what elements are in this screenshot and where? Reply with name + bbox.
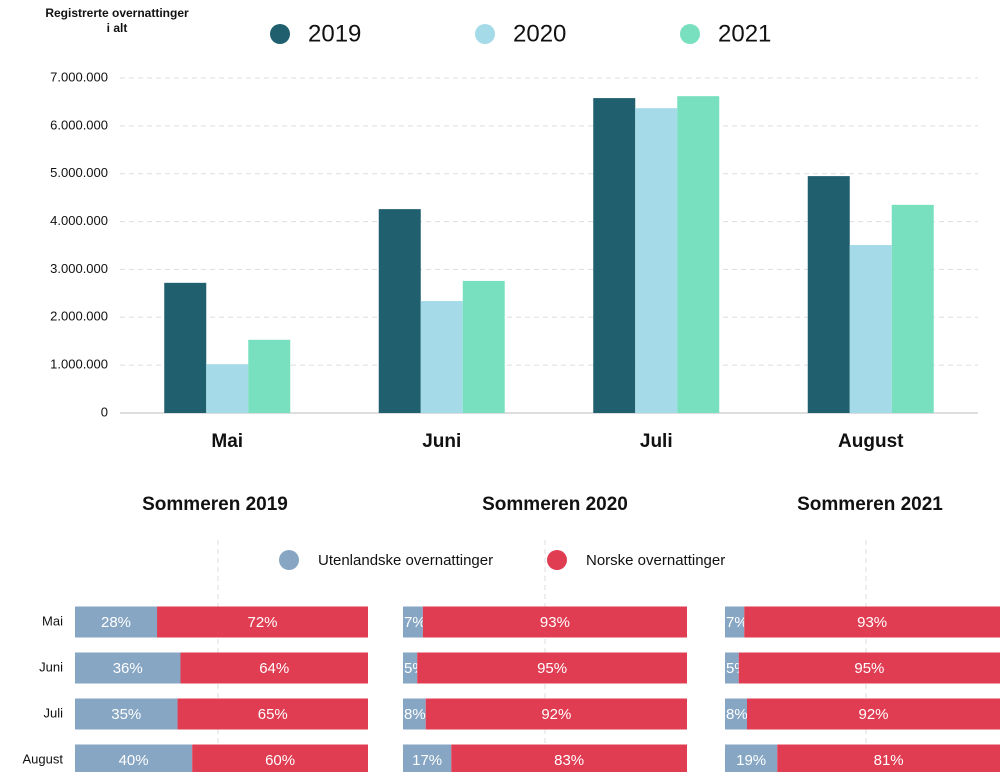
x-tick-label: Juli [640,431,673,452]
bar-segment [403,652,418,684]
chart-title: Sommeren 2019 [142,494,288,515]
bar-segment [192,744,368,772]
legend-label: 2019 [308,20,361,47]
value-label: 81% [874,752,904,769]
bar-segment [451,744,687,772]
bar-segment [403,606,423,638]
legend-marker [270,24,290,44]
legend-label: Norske overnattinger [586,552,725,569]
legend-marker [279,550,299,570]
value-label: 83% [554,752,584,769]
bar-segment [725,606,745,638]
bar-segment [403,698,426,730]
bar [849,245,892,413]
x-tick-label: August [838,431,904,452]
x-tick-label: Mai [211,431,243,452]
value-label: 17% [412,752,442,769]
bar [462,280,505,413]
legend-marker [680,24,700,44]
bar-segment [425,698,687,730]
value-label: 65% [258,706,288,723]
value-label: 93% [857,614,887,631]
y-tick-label: Juli [43,705,63,720]
legend-marker [475,24,495,44]
legend-label: 2021 [718,20,771,47]
x-tick-label: Juni [422,431,461,452]
bar [206,364,249,413]
legend-marker [547,550,567,570]
value-label: 8% [404,706,426,723]
bar [164,282,207,413]
y-tick-label: 1.000.000 [50,357,108,372]
value-label: 64% [259,660,289,677]
bar-segment [75,744,193,772]
bar [248,339,291,413]
value-label: 8% [726,706,748,723]
bar-segment [180,652,368,684]
y-tick-label: 0 [101,404,108,419]
legend-label: 2020 [513,20,566,47]
bar-segment [417,652,687,684]
y-tick-label: 4.000.000 [50,213,108,228]
bar-segment [75,652,181,684]
value-label: 28% [101,614,131,631]
bar-segment [725,698,747,730]
bar-segment [75,606,158,638]
bar [807,176,850,413]
bar-segment [177,698,368,730]
value-label: 72% [248,614,278,631]
bar [378,209,421,413]
value-label: 95% [854,660,884,677]
y-tick-label: August [23,751,64,766]
bar [677,96,720,413]
chart-title: Sommeren 2021 [797,494,943,515]
value-label: 19% [736,752,766,769]
bar-segment [725,744,778,772]
bar-segment [744,606,1000,638]
value-label: 7% [726,614,748,631]
bar-segment [422,606,687,638]
bar-segment [738,652,1000,684]
bar-segment [157,606,368,638]
value-label: 7% [404,614,426,631]
bar-segment [403,744,452,772]
value-label: 60% [265,752,295,769]
value-label: 93% [540,614,570,631]
bar-segment [747,698,1000,730]
value-label: 40% [119,752,149,769]
y-tick-label: 6.000.000 [50,117,108,132]
chart-title: Sommeren 2020 [482,494,628,515]
y-tick-label: Mai [42,613,63,628]
bar-segment [725,652,739,684]
y-tick-label: Juni [39,659,63,674]
y-axis-label: Registrerte overnattinger i alt [45,6,189,35]
bar-segment [777,744,1000,772]
bar [891,204,934,413]
value-label: 92% [541,706,571,723]
y-tick-label: 5.000.000 [50,165,108,180]
y-tick-label: 7.000.000 [50,69,108,84]
value-label: 35% [111,706,141,723]
bar-segment [75,698,178,730]
y-tick-label: 2.000.000 [50,309,108,324]
value-label: 36% [113,660,143,677]
bar [635,108,678,414]
y-tick-label: 3.000.000 [50,261,108,276]
value-label: 92% [858,706,888,723]
bar [593,98,636,413]
bar [420,301,463,413]
legend-label: Utenlandske overnattinger [318,552,493,569]
value-label: 95% [537,660,567,677]
